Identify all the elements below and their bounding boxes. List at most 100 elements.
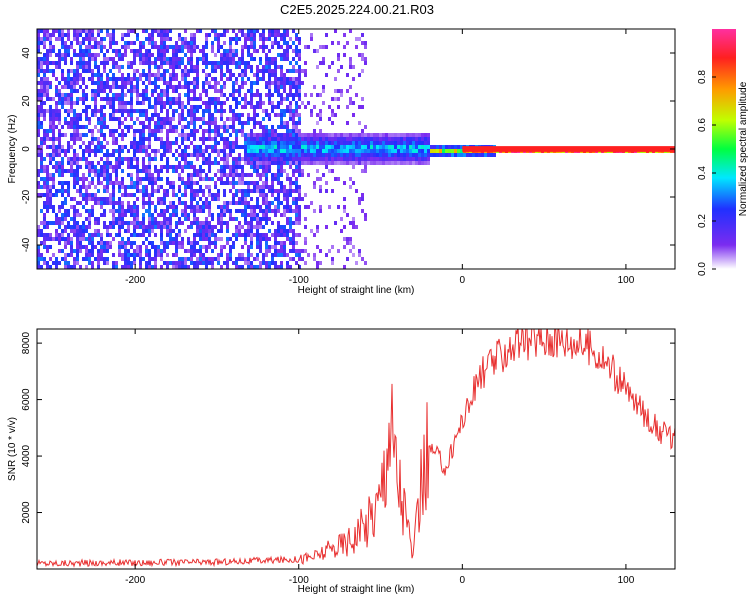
- heatmap-cell: [52, 181, 55, 185]
- heatmap-cell: [283, 145, 286, 149]
- heatmap-cell: [64, 109, 67, 113]
- heatmap-cell: [106, 257, 109, 261]
- heatmap-cell: [70, 229, 73, 233]
- heatmap-cell: [268, 217, 271, 221]
- heatmap-cell: [238, 57, 241, 61]
- heatmap-cell: [229, 133, 232, 137]
- heatmap-cell: [250, 149, 253, 153]
- heatmap-cell: [136, 117, 139, 121]
- colorbar: 0.00.20.40.60.8 Normalized spectral ampl…: [697, 29, 749, 276]
- heatmap-cell: [202, 101, 205, 105]
- heatmap-cell: [184, 257, 187, 261]
- heatmap-cell: [430, 145, 433, 149]
- heatmap-cell: [388, 145, 391, 149]
- heatmap-cell: [136, 49, 139, 53]
- heatmap-cell: [106, 165, 109, 169]
- heatmap-cell: [133, 193, 136, 197]
- heatmap-cell: [88, 57, 91, 61]
- heatmap-cell: [256, 161, 259, 165]
- heatmap-cell: [109, 153, 112, 157]
- heatmap-cell: [40, 61, 43, 65]
- heatmap-cell: [295, 141, 298, 145]
- heatmap-cell: [241, 105, 244, 109]
- heatmap-cell: [295, 221, 298, 225]
- heatmap-cell: [298, 221, 301, 225]
- heatmap-cell: [106, 97, 109, 101]
- heatmap-cell: [214, 141, 217, 145]
- heatmap-cell: [238, 257, 241, 261]
- heatmap-cell: [103, 213, 106, 217]
- heatmap-cell: [274, 213, 277, 217]
- heatmap-cell: [121, 177, 124, 181]
- heatmap-cell: [250, 81, 253, 85]
- heatmap-cell: [76, 73, 79, 77]
- heatmap-cell: [142, 81, 145, 85]
- heatmap-cell: [91, 169, 94, 173]
- heatmap-cell: [259, 217, 262, 221]
- heatmap-cell: [85, 85, 88, 89]
- heatmap-cell: [235, 193, 238, 197]
- heatmap-cell: [406, 133, 409, 137]
- heatmap-cell: [226, 29, 229, 33]
- heatmap-cell: [52, 133, 55, 137]
- heatmap-cell: [256, 145, 259, 149]
- heatmap-cell: [241, 245, 244, 249]
- heatmap-cell: [289, 165, 292, 169]
- heatmap-cell: [88, 233, 91, 237]
- heatmap-cell: [220, 65, 223, 69]
- heatmap-cell: [127, 209, 130, 213]
- heatmap-cell: [40, 157, 43, 161]
- heatmap-cell: [361, 69, 364, 73]
- heatmap-cell: [190, 129, 193, 133]
- heatmap-cell: [121, 193, 124, 197]
- heatmap-cell: [103, 81, 106, 85]
- heatmap-cell: [340, 229, 343, 233]
- heatmap-cell: [43, 237, 46, 241]
- heatmap-cell: [301, 141, 304, 145]
- heatmap-cell: [100, 77, 103, 81]
- heatmap-cell: [277, 77, 280, 81]
- heatmap-cell: [196, 173, 199, 177]
- heatmap-cell: [172, 205, 175, 209]
- heatmap-cell: [415, 145, 418, 149]
- heatmap-cell: [70, 245, 73, 249]
- heatmap-cell: [202, 85, 205, 89]
- heatmap-cell: [283, 153, 286, 157]
- heatmap-cell: [253, 145, 256, 149]
- heatmap-cell: [241, 133, 244, 137]
- heatmap-cell: [109, 41, 112, 45]
- heatmap-cell: [352, 217, 355, 221]
- heatmap-cell: [121, 93, 124, 97]
- heatmap-cell: [58, 225, 61, 229]
- heatmap-cell: [154, 153, 157, 157]
- heatmap-cell: [235, 261, 238, 265]
- heatmap-cell: [73, 29, 76, 33]
- heatmap-cell: [316, 65, 319, 69]
- heatmap-cell: [133, 229, 136, 233]
- heatmap-cell: [424, 161, 427, 165]
- heatmap-cell: [124, 85, 127, 89]
- heatmap-cell: [79, 125, 82, 129]
- heatmap-cell: [295, 77, 298, 81]
- heatmap-cell: [298, 57, 301, 61]
- heatmap-cell: [97, 233, 100, 237]
- heatmap-cell: [406, 145, 409, 149]
- heatmap-cell: [175, 149, 178, 153]
- heatmap-cell: [283, 113, 286, 117]
- heatmap-cell: [166, 225, 169, 229]
- heatmap-cell: [115, 65, 118, 69]
- heatmap-cell: [97, 41, 100, 45]
- heatmap-cell: [226, 225, 229, 229]
- heatmap-cell: [277, 81, 280, 85]
- heatmap-cell: [157, 201, 160, 205]
- heatmap-cell: [250, 189, 253, 193]
- heatmap-cell: [283, 249, 286, 253]
- heatmap-cell: [154, 97, 157, 101]
- heatmap-cell: [361, 137, 364, 141]
- heatmap-cell: [343, 197, 346, 201]
- colorbar-tick-label: 0.0: [697, 262, 708, 276]
- heatmap-cell: [124, 193, 127, 197]
- heatmap-cell: [205, 237, 208, 241]
- heatmap-cell: [157, 69, 160, 73]
- heatmap-cell: [214, 109, 217, 113]
